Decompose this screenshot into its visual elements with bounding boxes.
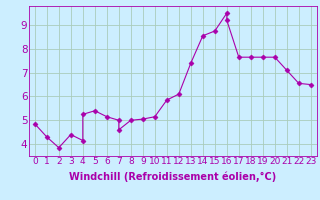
- X-axis label: Windchill (Refroidissement éolien,°C): Windchill (Refroidissement éolien,°C): [69, 172, 276, 182]
